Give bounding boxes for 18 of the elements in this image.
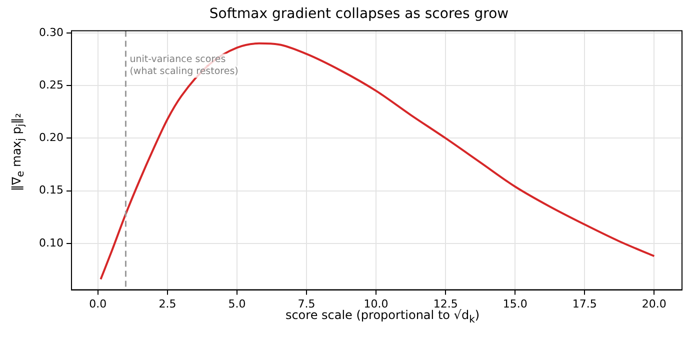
line-series [100, 42, 656, 280]
x-tick-label: 12.5 [433, 297, 458, 310]
y-tick-label: 0.30 [38, 26, 64, 39]
y-tick-label: 0.10 [38, 236, 64, 250]
y-tick-label: 0.15 [38, 184, 64, 197]
y-tick-label: 0.20 [38, 131, 64, 144]
x-tick-label: 7.5 [298, 297, 316, 310]
x-axis-title: score scale (proportional to √d$_{k}$) [285, 308, 480, 326]
x-tick-label: 20.0 [642, 297, 666, 310]
x-tick-label: 17.5 [572, 297, 597, 310]
ref-line-label: unit-variance scores (what scaling restores) [130, 54, 238, 78]
x-tick-label: 5.0 [228, 297, 246, 310]
x-tick-label: 2.5 [158, 297, 176, 310]
x-tick-label: 10.0 [364, 297, 388, 310]
x-tick-label: 15.0 [502, 297, 528, 310]
x-tick-label: 0.0 [89, 297, 107, 310]
chart-title: Softmax gradient collapses as scores grow [209, 6, 509, 22]
y-tick-label: 0.25 [38, 78, 64, 92]
